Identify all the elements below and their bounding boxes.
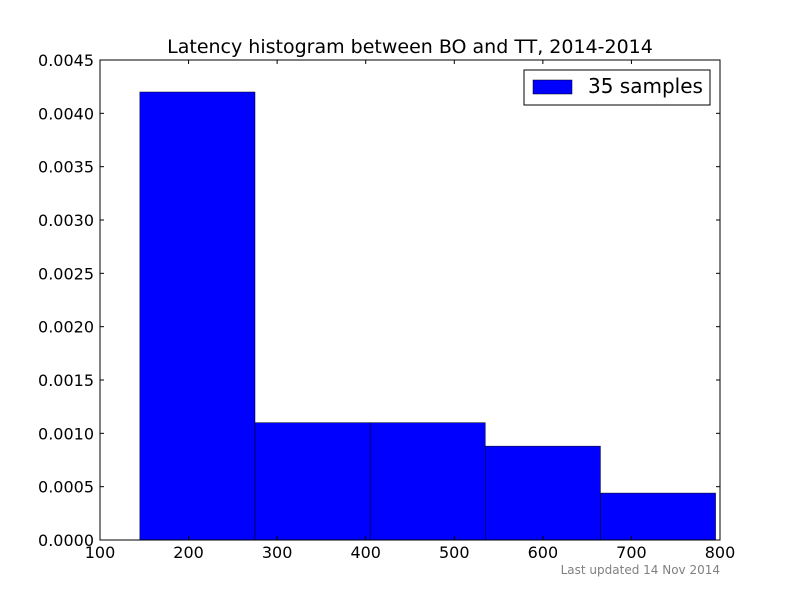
x-tick-label: 700 — [616, 543, 647, 562]
histogram-bar-4 — [485, 445, 601, 541]
bars-group — [139, 91, 716, 541]
legend-label: 35 samples — [588, 74, 703, 98]
chart-title: Latency histogram between BO and TT, 201… — [167, 36, 653, 58]
y-tick-label: 0.0040 — [38, 104, 94, 123]
x-tick-label: 100 — [85, 543, 116, 562]
footer-note: Last updated 14 Nov 2014 — [561, 563, 720, 577]
histogram-bar-1 — [139, 91, 256, 541]
y-tick-label: 0.0035 — [38, 158, 94, 177]
y-tick-label: 0.0005 — [38, 478, 94, 497]
y-tick-labels: 0.0000 0.0005 0.0010 0.0015 0.0020 0.0025 0.00… — [38, 51, 94, 550]
x-tick-label: 600 — [528, 543, 559, 562]
x-tick-label: 500 — [439, 543, 470, 562]
plot-frame — [99, 59, 721, 541]
axis-ticks — [99, 59, 721, 541]
x-tick-label: 200 — [173, 543, 204, 562]
x-tick-label: 300 — [262, 543, 293, 562]
y-tick-label: 0.0045 — [38, 51, 94, 70]
legend-swatch — [532, 79, 573, 95]
x-tick-label: 400 — [350, 543, 381, 562]
x-tick-label: 800 — [705, 543, 736, 562]
y-tick-label: 0.0025 — [38, 264, 94, 283]
y-tick-label: 0.0000 — [38, 531, 94, 550]
y-tick-label: 0.0030 — [38, 211, 94, 230]
histogram-bar-3 — [369, 422, 486, 541]
y-tick-label: 0.0015 — [38, 371, 94, 390]
x-tick-labels: 100 200 300 400 500 600 700 800 — [85, 543, 736, 562]
legend: 35 samples — [523, 69, 711, 106]
histogram-bar-5 — [600, 492, 716, 541]
y-tick-label: 0.0010 — [38, 424, 94, 443]
y-tick-label: 0.0020 — [38, 318, 94, 337]
histogram-bar-2 — [254, 422, 371, 541]
